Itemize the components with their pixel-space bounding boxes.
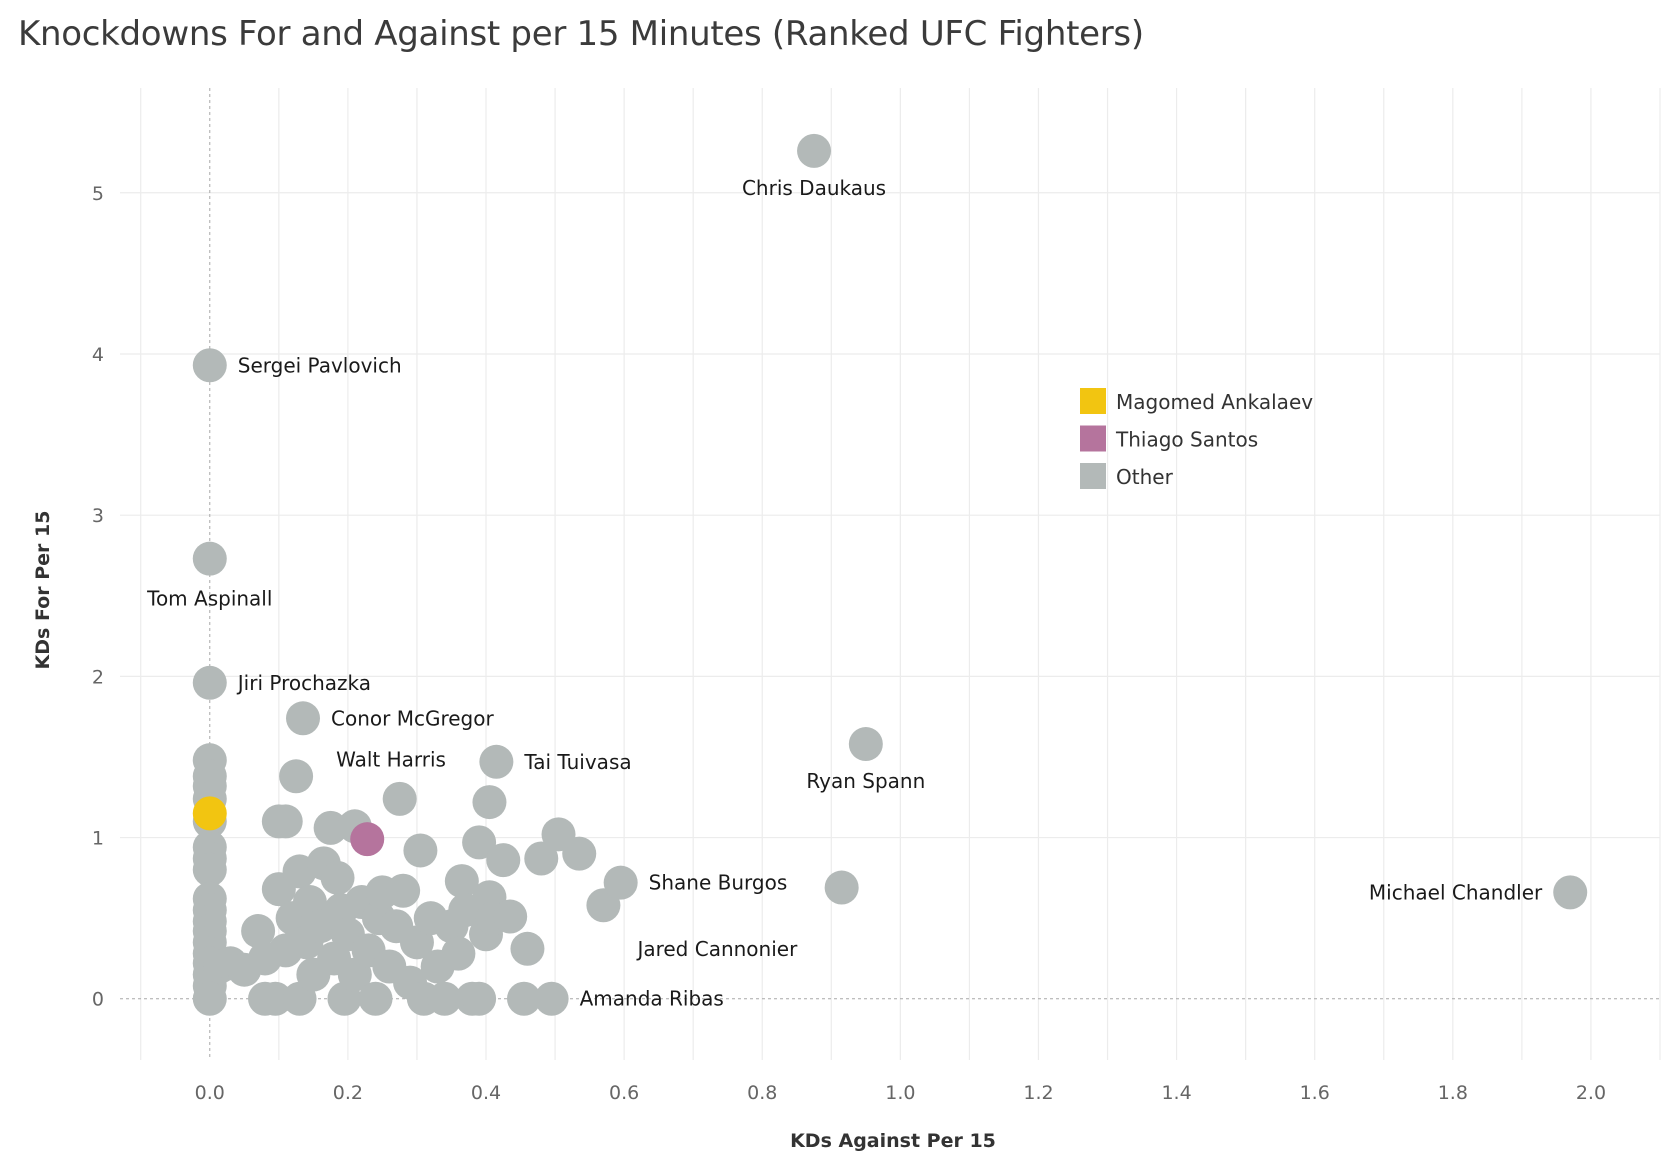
x-axis-title: KDs Against Per 15: [790, 1130, 996, 1152]
x-tick-label: 1.0: [885, 1082, 915, 1104]
data-point: [241, 914, 276, 949]
point-label: Amanda Ribas: [580, 987, 724, 1011]
y-tick-label: 3: [92, 505, 104, 527]
x-tick-label: 0.0: [195, 1082, 225, 1104]
x-tick-label: 1.4: [1161, 1082, 1191, 1104]
chart-title: Knockdowns For and Against per 15 Minute…: [18, 14, 1144, 54]
data-point: [493, 899, 528, 934]
x-tick-label: 1.8: [1438, 1082, 1468, 1104]
data-point: [462, 825, 497, 860]
point-label: Jiri Prochazka: [236, 671, 371, 695]
legend: Magomed Ankalaev Thiago Santos Other: [1080, 388, 1313, 489]
data-point: [510, 931, 545, 966]
point-label: Chris Daukaus: [742, 176, 886, 200]
data-point: [192, 981, 227, 1016]
highlighted-point: [192, 796, 227, 831]
y-axis-title: KDs For Per 15: [32, 511, 54, 670]
point-label: Walt Harris: [336, 747, 446, 771]
data-point: [524, 841, 559, 876]
point-label: Tom Aspinall: [146, 587, 272, 611]
legend-swatch: [1080, 425, 1106, 452]
data-point: [486, 843, 521, 878]
data-point: [386, 873, 421, 908]
point-label: Conor McGregor: [331, 706, 494, 730]
legend-label: Other: [1116, 465, 1174, 489]
point-label: Michael Chandler: [1369, 880, 1543, 904]
legend-swatch: [1080, 388, 1106, 414]
point-label: Tai Tuivasa: [523, 750, 631, 774]
y-tick-label: 4: [92, 344, 104, 366]
data-point: [192, 348, 227, 383]
data-point: [313, 810, 348, 845]
tick-labels: 0.0 0.2 0.4 0.6 0.8 1.0 1.2 1.4 1.6 1.8 2.0 0 1 2 3 4 5: [92, 183, 1606, 1104]
data-point: [444, 864, 479, 899]
point-label: Jared Cannonier: [635, 937, 798, 961]
y-tick-label: 1: [92, 828, 104, 850]
x-tick-label: 0.8: [747, 1082, 777, 1104]
point-labels: Chris Daukaus Sergei Pavlovich Tom Aspinal…: [146, 176, 1543, 1011]
data-point: [479, 744, 514, 779]
x-tick-label: 0.6: [609, 1082, 639, 1104]
data-point: [506, 981, 541, 1016]
data-points: [192, 133, 1588, 1016]
data-point: [286, 701, 321, 736]
y-tick-label: 0: [92, 989, 104, 1011]
data-point: [192, 852, 227, 887]
x-tick-label: 1.6: [1300, 1082, 1330, 1104]
point-label: Ryan Spann: [806, 769, 925, 793]
data-point: [192, 541, 227, 576]
data-point: [562, 836, 597, 871]
x-tick-label: 2.0: [1576, 1082, 1606, 1104]
legend-label: Thiago Santos: [1115, 428, 1258, 452]
data-point: [441, 936, 476, 971]
data-point: [534, 981, 569, 1016]
data-point: [403, 833, 438, 868]
y-tick-label: 2: [92, 666, 104, 688]
legend-label: Magomed Ankalaev: [1116, 390, 1313, 414]
data-point: [824, 870, 859, 905]
legend-swatch: [1080, 463, 1106, 489]
data-point: [797, 133, 832, 168]
x-tick-label: 0.4: [471, 1082, 501, 1104]
point-label: Shane Burgos: [649, 871, 788, 895]
data-point: [382, 781, 417, 816]
x-tick-label: 1.2: [1023, 1082, 1053, 1104]
data-point: [268, 804, 303, 839]
data-point: [1553, 875, 1588, 910]
data-point: [192, 665, 227, 700]
data-point: [427, 981, 462, 1016]
data-point: [320, 860, 355, 895]
grid-lines: [120, 88, 1661, 1060]
data-point: [462, 981, 497, 1016]
y-tick-label: 5: [92, 183, 104, 205]
data-point: [603, 865, 638, 900]
data-point: [472, 785, 507, 820]
data-point: [358, 981, 393, 1016]
highlighted-point: [350, 822, 385, 857]
data-point: [848, 727, 883, 762]
data-point: [279, 759, 314, 794]
point-label: Sergei Pavlovich: [238, 353, 402, 377]
x-tick-label: 0.2: [333, 1082, 363, 1104]
data-point: [258, 981, 293, 1016]
